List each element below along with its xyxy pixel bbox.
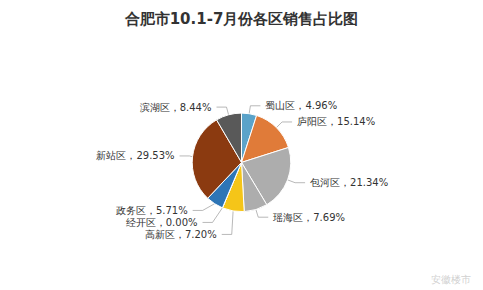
svg-text:合肥市10.1-7月份各区销售占比图: 合肥市10.1-7月份各区销售占比图 bbox=[124, 10, 359, 28]
svg-text:安徽楼市: 安徽楼市 bbox=[431, 274, 471, 285]
svg-text:包河区，21.34%: 包河区，21.34% bbox=[310, 177, 388, 188]
svg-text:新站区，29.53%: 新站区，29.53% bbox=[96, 150, 174, 161]
svg-text:滨湖区，8.44%: 滨湖区，8.44% bbox=[140, 102, 212, 113]
svg-text:庐阳区，15.14%: 庐阳区，15.14% bbox=[297, 116, 375, 127]
svg-text:高新区，7.20%: 高新区，7.20% bbox=[145, 229, 217, 240]
svg-text:政务区，5.71%: 政务区，5.71% bbox=[116, 205, 188, 216]
svg-text:瑶海区，7.69%: 瑶海区，7.69% bbox=[273, 212, 345, 223]
svg-text:蜀山区，4.96%: 蜀山区，4.96% bbox=[265, 100, 337, 111]
svg-text:经开区，0.00%: 经开区，0.00% bbox=[126, 217, 198, 228]
